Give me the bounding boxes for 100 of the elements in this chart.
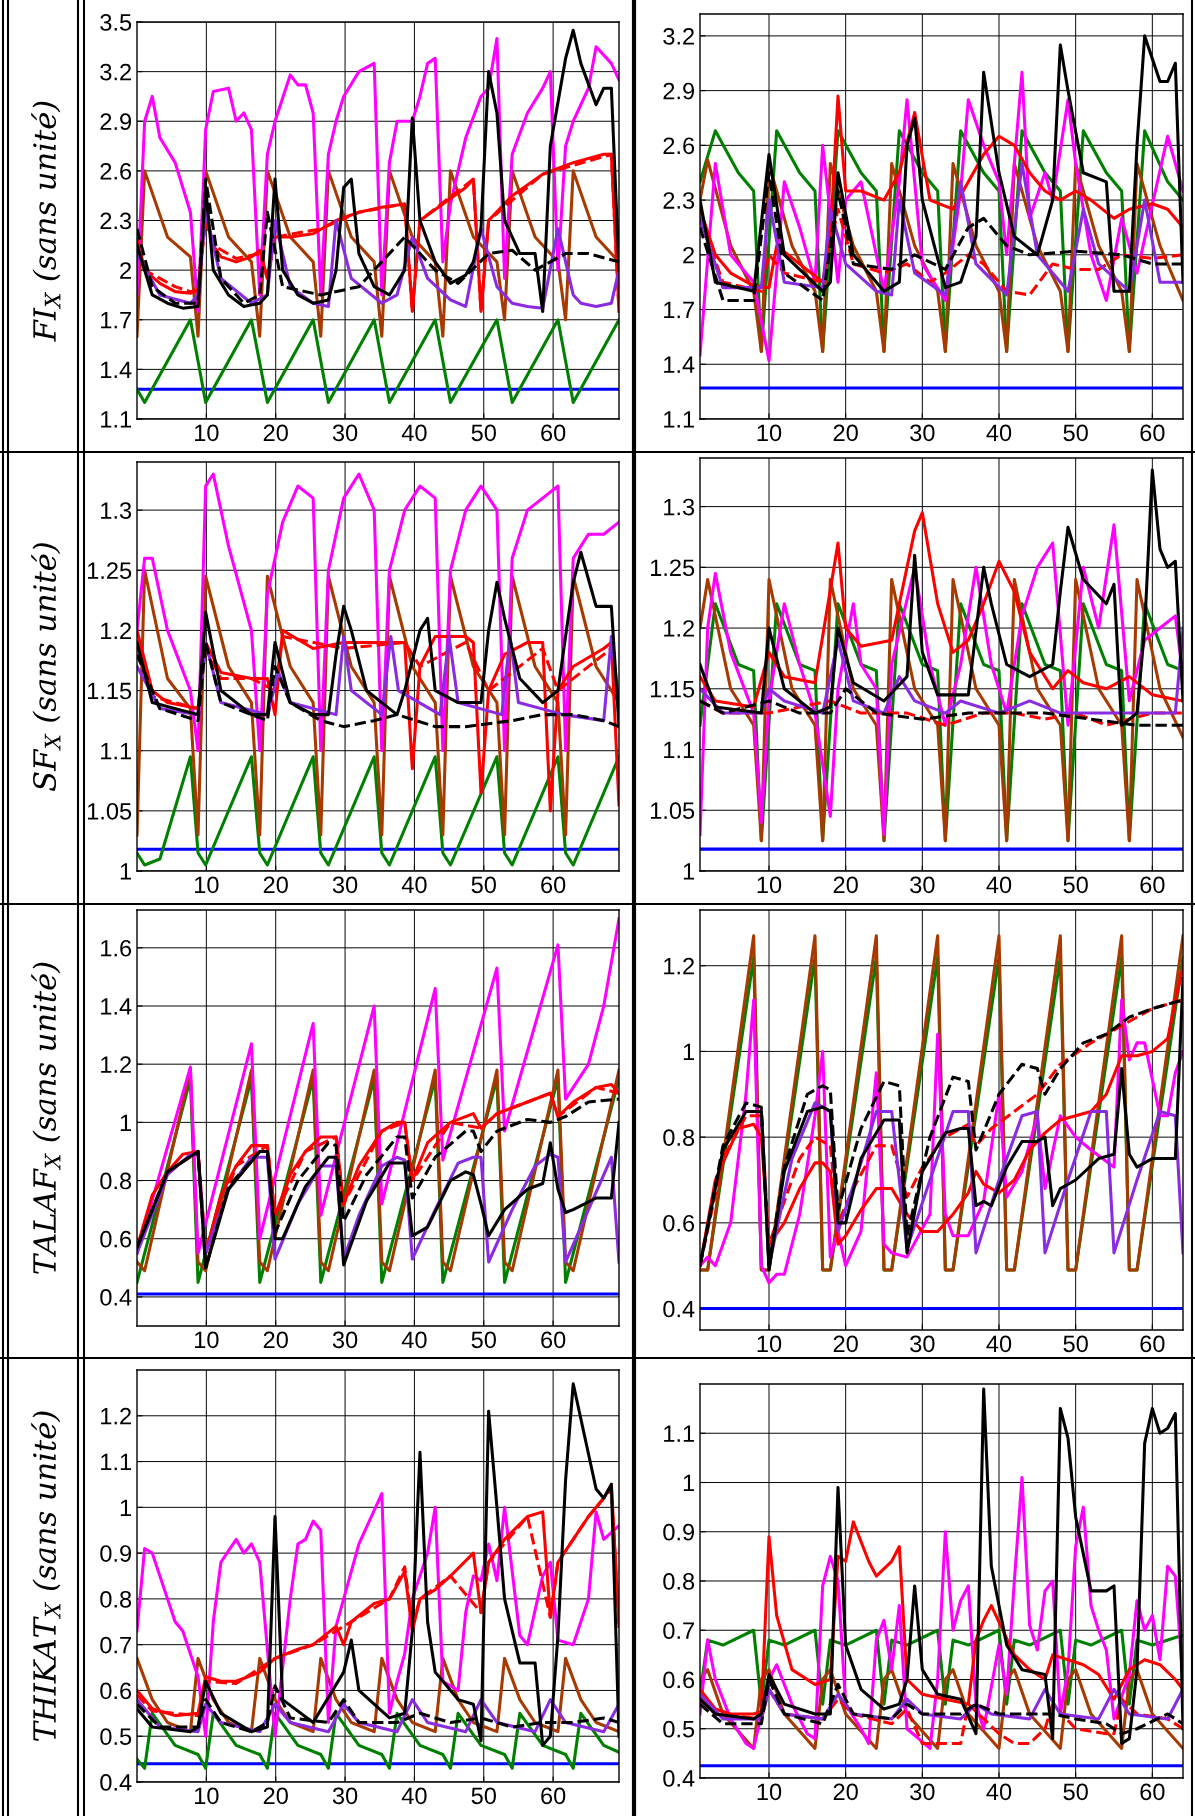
y-tick-label: 2.3	[100, 212, 132, 230]
x-tick-label: 50	[471, 876, 496, 894]
x-tick-label: 50	[471, 424, 496, 442]
y-tick-label: 2	[683, 246, 694, 264]
x-tick-label: 40	[401, 876, 427, 894]
x-tick-label: 30	[332, 1787, 358, 1805]
y-tick-label: 1.2	[101, 1407, 131, 1425]
x-tick-label: 20	[263, 1787, 288, 1805]
x-tick-label: 50	[1063, 424, 1088, 442]
x-tick-label: 20	[263, 876, 288, 894]
y-tick-label: 1	[683, 1474, 694, 1492]
y-tick-label: 1.05	[87, 802, 132, 820]
x-tick-label: 60	[1140, 876, 1165, 894]
y-tick-label: 1.1	[664, 411, 694, 428]
y-tick-label: 3.2	[100, 63, 131, 81]
y-axis-title: THIKAT$_{X}$ (sans unité)	[31, 1411, 61, 1741]
y-tick-label: 1.2	[101, 1056, 131, 1073]
x-tick-label: 60	[1140, 424, 1165, 442]
y-tick-label: 1	[120, 863, 131, 880]
y-tick-label: 0.9	[663, 1523, 695, 1541]
y-tick-label: 1.3	[664, 498, 695, 516]
line-series	[137, 755, 619, 867]
y-tick-label: 2.9	[100, 113, 132, 131]
x-tick-label: 40	[986, 1783, 1012, 1801]
y-tick-label: 1.2	[664, 620, 694, 637]
y-tick-label: 0.6	[663, 1214, 695, 1232]
y-tick-label: 0.6	[100, 1230, 132, 1248]
y-tick-label: 1.05	[650, 802, 695, 820]
x-tick-label: 50	[471, 1787, 496, 1805]
x-tick-label: 60	[541, 1331, 566, 1349]
x-tick-label: 10	[195, 1331, 219, 1349]
x-tick-label: 60	[1140, 1783, 1165, 1801]
x-tick-label: 40	[401, 424, 427, 442]
y-tick-label: 1.25	[87, 562, 132, 580]
y-tick-label: 3.5	[100, 14, 132, 31]
y-tick-label: 0.6	[663, 1671, 695, 1689]
y-tick-label: 1	[683, 1043, 694, 1060]
y-tick-label: 1.3	[101, 502, 132, 519]
y-tick-label: 0.7	[100, 1636, 131, 1654]
y-tick-label: 0.8	[100, 1172, 132, 1190]
x-tick-label: 30	[910, 1335, 935, 1353]
y-tick-label: 0.4	[100, 1288, 132, 1306]
y-tick-label: 1.4	[101, 998, 132, 1015]
y-tick-label: 1.15	[87, 682, 132, 700]
y-tick-label: 3.2	[663, 27, 694, 45]
x-tick-label: 10	[757, 424, 782, 442]
y-tick-label: 0.8	[663, 1129, 695, 1146]
y-tick-label: 0.8	[100, 1590, 132, 1608]
y-tick-label: 0.4	[100, 1774, 132, 1791]
x-tick-label: 30	[910, 424, 935, 442]
y-tick-label: 1	[120, 1114, 131, 1131]
x-tick-label: 50	[471, 1331, 496, 1349]
x-tick-label: 60	[541, 424, 566, 442]
x-tick-label: 20	[833, 424, 858, 442]
y-tick-label: 1.2	[664, 957, 694, 975]
x-tick-label: 60	[541, 1787, 566, 1805]
x-tick-label: 50	[1063, 876, 1088, 894]
x-tick-label: 20	[833, 1335, 858, 1353]
y-tick-label: 0.8	[663, 1573, 695, 1590]
x-tick-label: 20	[833, 876, 858, 894]
y-tick-label: 1	[120, 1499, 131, 1516]
x-tick-label: 10	[195, 1787, 219, 1805]
x-tick-label: 30	[332, 424, 358, 442]
y-tick-label: 0.4	[663, 1300, 695, 1318]
y-tick-label: 1.4	[664, 356, 695, 373]
x-tick-label: 50	[1063, 1335, 1088, 1353]
y-tick-label: 1.4	[101, 361, 132, 378]
y-axis-title: FI$_{X}$ (sans unité)	[31, 101, 61, 342]
x-tick-label: 30	[332, 1331, 358, 1349]
y-tick-label: 1.25	[650, 559, 695, 577]
y-tick-label: 1.1	[664, 741, 694, 759]
y-tick-label: 2.6	[663, 137, 695, 155]
y-axis-title: TALAF$_{X}$ (sans unité)	[31, 962, 61, 1274]
x-tick-label: 60	[1140, 1335, 1165, 1353]
x-tick-label: 50	[1063, 1783, 1088, 1801]
x-tick-label: 40	[986, 876, 1012, 894]
y-tick-label: 0.7	[663, 1622, 694, 1640]
y-tick-label: 1.7	[101, 312, 131, 329]
x-tick-label: 20	[263, 1331, 288, 1349]
y-tick-label: 1.1	[101, 411, 131, 428]
y-tick-label: 2	[120, 262, 131, 279]
y-tick-label: 1.1	[101, 1453, 131, 1471]
y-tick-label: 2.6	[100, 162, 132, 180]
x-tick-label: 20	[833, 1783, 858, 1801]
y-axis-title: SF$_{X}$ (sans unité)	[31, 543, 61, 791]
x-tick-label: 10	[195, 876, 219, 894]
y-tick-label: 0.9	[100, 1545, 132, 1562]
x-tick-label: 30	[332, 876, 358, 894]
y-tick-label: 0.5	[663, 1720, 695, 1738]
x-tick-label: 40	[986, 1335, 1012, 1353]
y-tick-label: 1.1	[101, 743, 131, 760]
y-tick-label: 0.6	[100, 1682, 132, 1700]
y-tick-label: 1.7	[664, 301, 694, 319]
y-tick-label: 1.2	[101, 622, 131, 639]
y-tick-label: 2.9	[663, 82, 695, 100]
y-tick-label: 1.15	[650, 681, 695, 698]
y-tick-label: 1.6	[101, 939, 132, 957]
x-tick-label: 10	[757, 876, 782, 894]
x-tick-label: 10	[757, 1783, 782, 1801]
x-tick-label: 10	[195, 424, 219, 442]
